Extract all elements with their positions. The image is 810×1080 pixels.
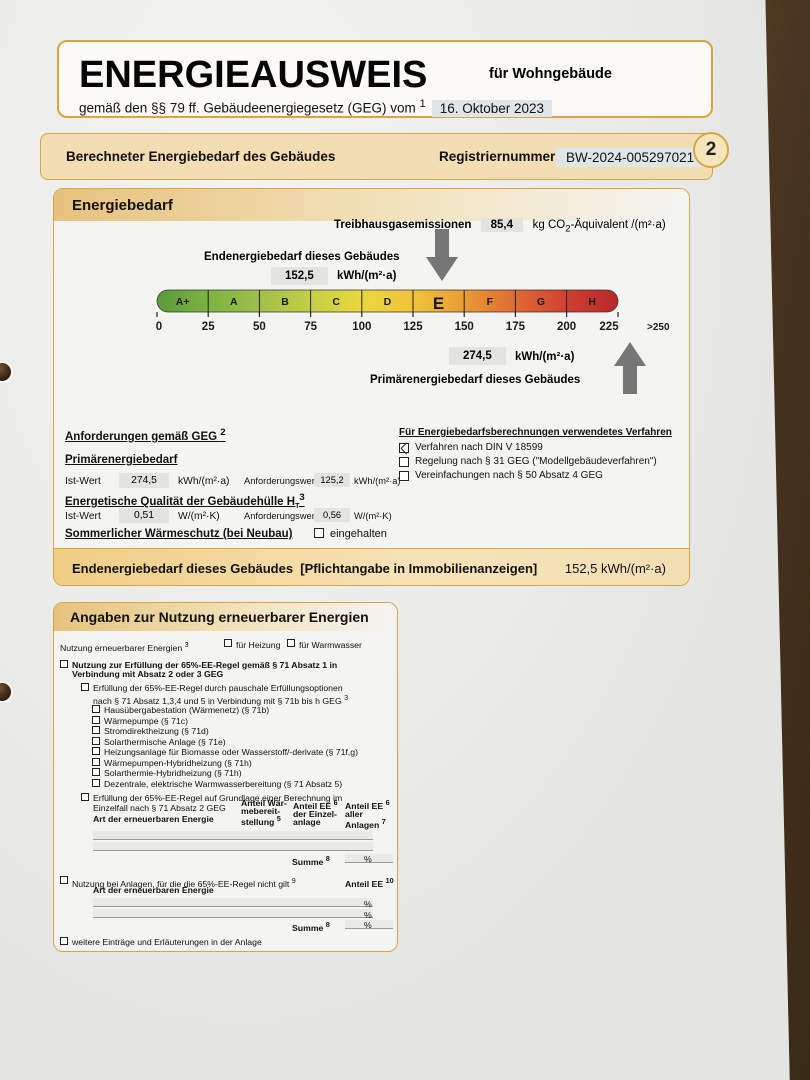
svg-text:C: C: [332, 296, 340, 308]
svg-text:125: 125: [403, 321, 423, 333]
svg-text:50: 50: [253, 321, 266, 333]
svg-text:25: 25: [202, 321, 215, 333]
svg-text:200: 200: [557, 321, 576, 333]
svg-text:175: 175: [506, 321, 526, 333]
svg-text:D: D: [384, 296, 392, 308]
svg-text:H: H: [588, 296, 596, 308]
svg-text:F: F: [487, 296, 494, 308]
svg-text:100: 100: [352, 321, 371, 333]
svg-text:0: 0: [156, 321, 162, 333]
svg-text:150: 150: [455, 321, 474, 333]
svg-text:225: 225: [599, 321, 619, 333]
svg-text:A: A: [230, 296, 238, 308]
svg-text:B: B: [281, 296, 289, 308]
svg-text:>250: >250: [647, 322, 670, 333]
svg-text:E: E: [433, 294, 444, 313]
svg-text:75: 75: [304, 321, 317, 333]
svg-text:A+: A+: [176, 296, 190, 308]
svg-text:G: G: [537, 296, 545, 308]
